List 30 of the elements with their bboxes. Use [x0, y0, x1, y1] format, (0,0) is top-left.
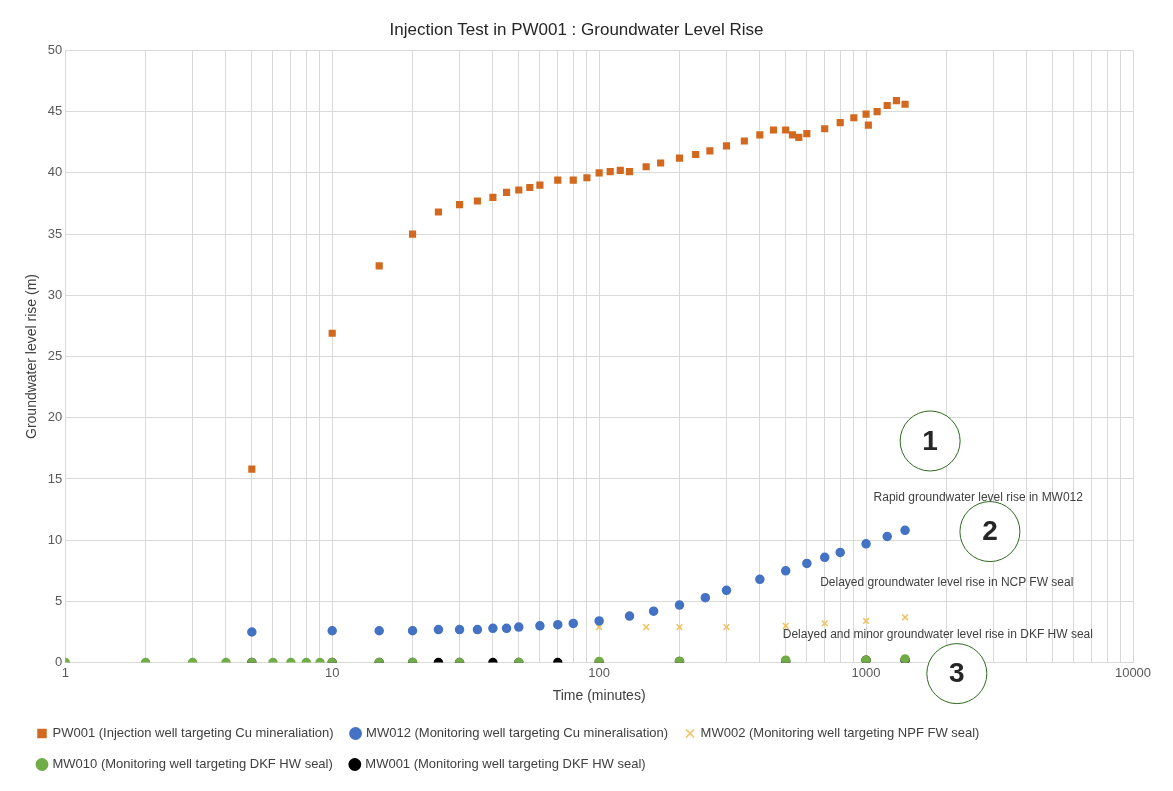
y-tick-label: 30: [47, 286, 63, 302]
legend-label: MW010 (Monitoring well targeting DKF HW seal): [52, 756, 333, 772]
legend-label: MW001 (Monitoring well targeting DKF HW seal): [365, 756, 646, 772]
annotation: Rapid groundwater level rise in MW012: [873, 489, 1084, 504]
chart-title: Injection Test in PW001 : Groundwater Level Rise: [389, 19, 764, 39]
legend-label: PW001 (Injection well targeting Cu mineraliation): [52, 725, 334, 741]
x-tick-label: 10000: [1114, 664, 1152, 680]
legend-label: MW002 (Monitoring well targeting NPF FW seal): [700, 725, 980, 741]
annotation: 2: [982, 515, 998, 547]
y-tick-label: 20: [47, 409, 63, 425]
annotation: 3: [949, 657, 965, 689]
x-tick-label: 1000: [851, 664, 881, 680]
legend-label: MW012 (Monitoring well targeting Cu mineralisation): [366, 725, 669, 741]
x-tick-label: 1: [61, 664, 69, 680]
annotation: Delayed and minor groundwater level rise in DKF HW seal: [782, 627, 1093, 642]
y-tick-label: 15: [47, 470, 63, 486]
y-tick-label: 50: [47, 41, 63, 57]
y-tick-label: 0: [55, 654, 63, 670]
x-tick-label: 100: [588, 664, 610, 680]
y-axis-title: Groundwater level rise (m): [23, 274, 40, 439]
y-tick-label: 45: [47, 103, 63, 119]
annotation: Delayed groundwater level rise in NCP FW seal: [820, 575, 1074, 590]
y-tick-label: 10: [47, 531, 63, 547]
x-axis-title: Time (minutes): [552, 687, 646, 704]
y-tick-label: 25: [47, 348, 63, 364]
y-tick-label: 5: [55, 592, 63, 608]
x-tick-label: 10: [324, 664, 340, 680]
y-tick-label: 40: [47, 164, 63, 180]
annotation: 1: [922, 424, 938, 456]
y-tick-label: 35: [47, 225, 63, 241]
